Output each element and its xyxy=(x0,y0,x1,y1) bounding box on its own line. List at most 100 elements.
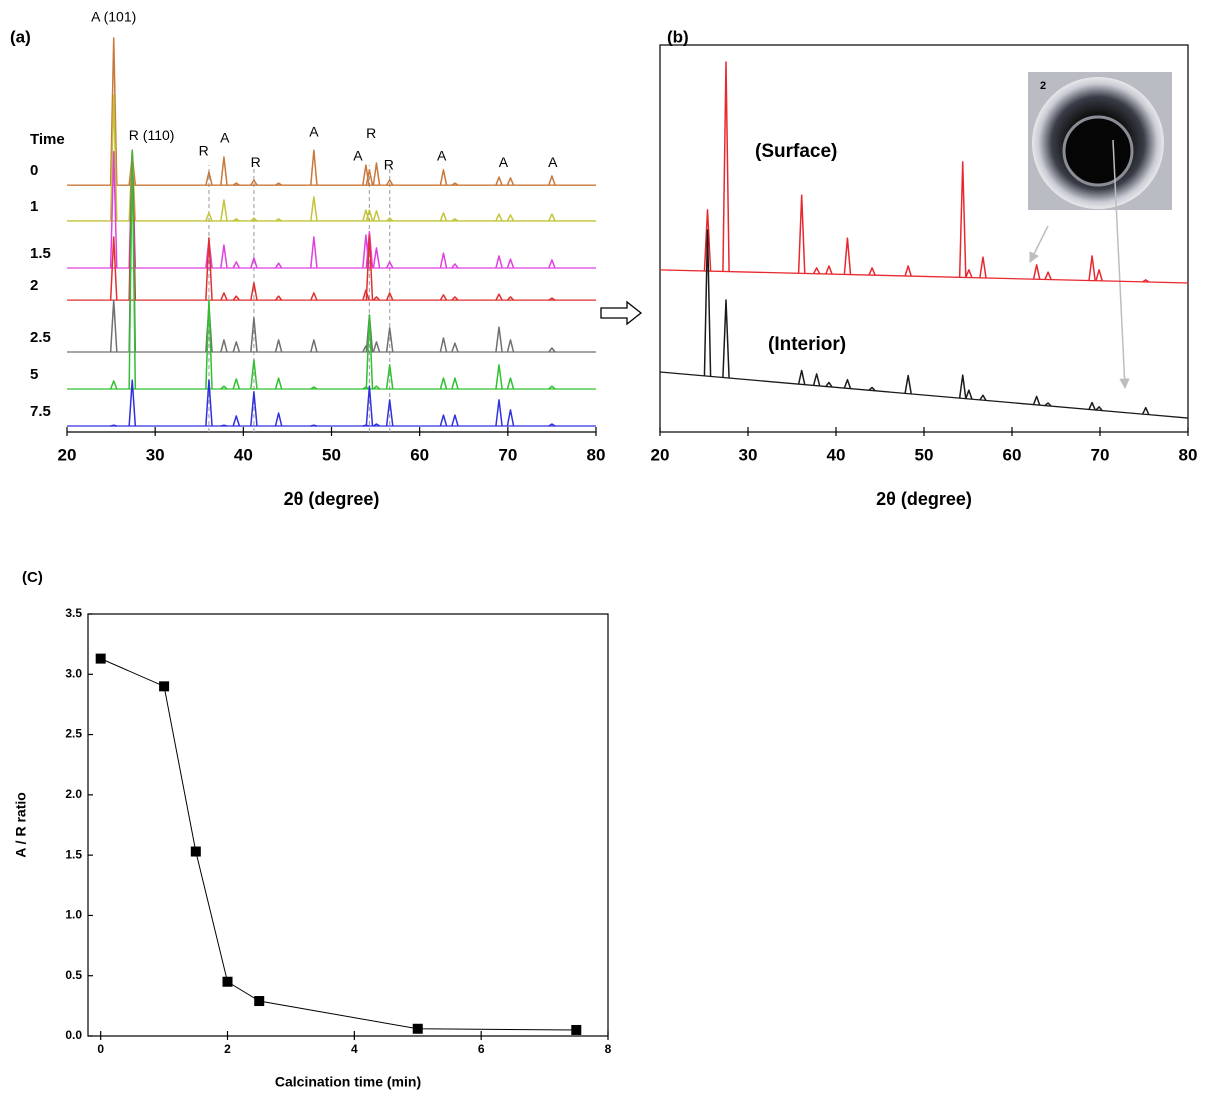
peak xyxy=(439,337,448,353)
panel-arrow xyxy=(600,300,643,326)
peak xyxy=(812,267,821,275)
peak xyxy=(310,236,318,269)
peak-annotation: R (110) xyxy=(129,127,175,143)
peak xyxy=(495,293,503,301)
peak xyxy=(250,257,258,269)
peak xyxy=(109,37,118,186)
peak xyxy=(220,339,228,353)
peak xyxy=(548,175,556,186)
peak xyxy=(958,374,967,399)
y-tick-label: 0.5 xyxy=(65,968,82,982)
peak xyxy=(451,377,459,390)
marker xyxy=(412,1023,423,1034)
legend-title: Time xyxy=(30,131,65,148)
peak xyxy=(506,339,515,353)
peak xyxy=(250,391,258,427)
peak xyxy=(275,218,283,222)
peak xyxy=(965,389,973,400)
peak xyxy=(205,237,213,301)
peak xyxy=(310,292,318,301)
peak xyxy=(797,194,806,274)
series-label: 2 xyxy=(30,277,38,294)
peak-annotation: R xyxy=(199,143,209,159)
peak xyxy=(843,237,852,275)
peak xyxy=(372,162,381,186)
peak xyxy=(385,261,394,269)
peak xyxy=(372,423,380,427)
x-tick-label: 40 xyxy=(827,445,846,464)
series-label: 1 xyxy=(30,198,38,215)
peak xyxy=(439,169,448,186)
peak xyxy=(365,385,374,427)
x-tick-label: 40 xyxy=(234,445,253,464)
peak xyxy=(109,299,118,353)
peak xyxy=(128,149,137,389)
peak-annotation: A (101) xyxy=(91,9,136,25)
x-tick-label: 8 xyxy=(605,1042,612,1056)
peak-annotation: R xyxy=(366,125,376,141)
marker xyxy=(254,996,265,1007)
peak xyxy=(548,423,556,427)
peak xyxy=(965,269,973,278)
peak xyxy=(904,374,912,395)
peak xyxy=(1044,271,1052,280)
peak xyxy=(250,317,258,353)
series-label: 7.5 xyxy=(30,403,51,420)
peak xyxy=(495,213,503,222)
x-tick-label: 70 xyxy=(1091,445,1110,464)
line xyxy=(100,658,577,1031)
peak xyxy=(365,169,374,186)
x-tick-label: 30 xyxy=(739,445,758,464)
peak xyxy=(797,369,806,385)
peak xyxy=(232,378,241,390)
peak xyxy=(128,379,137,427)
arrow xyxy=(1112,139,1130,390)
peak xyxy=(1088,401,1096,411)
peak xyxy=(451,414,459,427)
peak xyxy=(372,341,381,353)
peak xyxy=(722,61,730,272)
peak xyxy=(1142,406,1150,415)
peak xyxy=(205,299,213,390)
y-tick-label: 3.0 xyxy=(65,666,82,680)
peak xyxy=(365,209,374,222)
peak xyxy=(220,199,228,222)
peak xyxy=(495,364,503,390)
peak xyxy=(548,213,556,222)
peak xyxy=(250,359,258,390)
inset-label: 2 xyxy=(1040,80,1046,92)
peak xyxy=(451,182,459,186)
peak xyxy=(109,94,118,221)
x-tick-label: 80 xyxy=(1179,445,1198,464)
peak xyxy=(868,267,876,276)
peak xyxy=(451,218,459,222)
peak xyxy=(451,263,459,269)
peak xyxy=(220,156,228,186)
marker xyxy=(159,681,170,692)
marker xyxy=(222,976,233,987)
peak xyxy=(548,347,556,353)
series-label: (Surface) xyxy=(755,141,837,162)
x-tick-label: 50 xyxy=(915,445,934,464)
peak xyxy=(495,326,503,353)
peak xyxy=(548,297,556,301)
peak xyxy=(310,196,318,222)
x-axis-label: 2θ (degree) xyxy=(876,489,972,509)
peak xyxy=(220,385,228,390)
peak xyxy=(109,236,118,301)
peak xyxy=(274,339,283,353)
peak xyxy=(703,209,712,272)
x-tick-label: 0 xyxy=(97,1042,104,1056)
series-label: 5 xyxy=(30,366,38,383)
peak-annotation: A xyxy=(548,154,558,170)
peak xyxy=(1095,269,1103,282)
peak xyxy=(232,218,240,222)
x-tick-label: 4 xyxy=(351,1042,358,1056)
peak xyxy=(372,247,381,269)
peak xyxy=(274,412,283,427)
peak xyxy=(439,294,448,301)
peak xyxy=(958,161,967,278)
y-tick-label: 0.0 xyxy=(65,1028,82,1042)
peak xyxy=(1088,255,1096,281)
